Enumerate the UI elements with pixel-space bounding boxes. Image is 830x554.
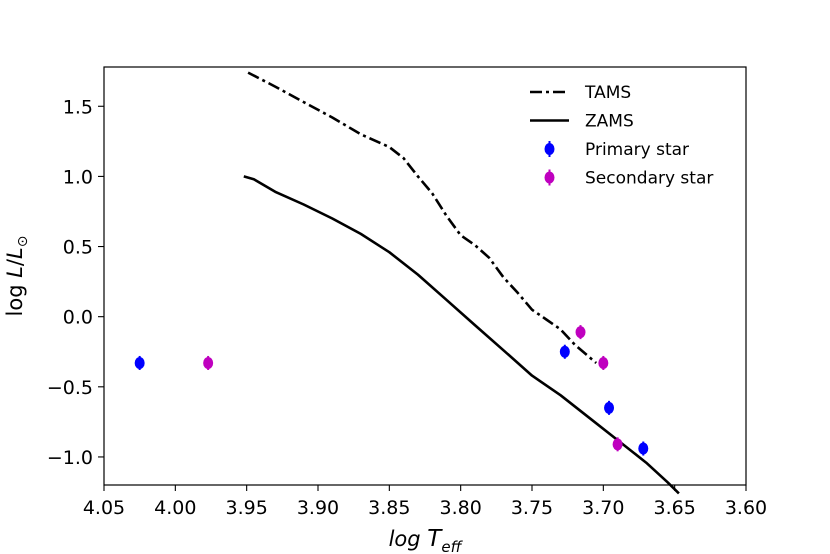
y-tick-label: 1.5 [63,96,93,118]
primary-star-marker [638,442,649,455]
y-tick-label: −0.5 [47,377,93,399]
x-tick-label: 3.85 [368,497,410,519]
secondary-star-point [598,355,609,370]
primary-star-point [604,400,615,415]
tams-line [247,71,598,364]
y-tick-label: 0.5 [63,237,93,259]
x-tick-label: 3.80 [440,497,482,519]
legend-entry-zams: ZAMS [530,112,634,132]
legend-entry-secondary-star: Secondary star [544,169,713,189]
legend-entry-primary-star: Primary star [544,140,689,160]
x-tick-label: 3.70 [582,497,624,519]
secondary-star-marker [203,356,214,369]
legend-swatch-marker [544,143,555,155]
x-axis-title: log Teff [389,526,464,554]
legend: TAMS ZAMS Primary star Secondary star [530,83,713,189]
plot-content [134,71,680,495]
primary-star-marker [559,345,570,358]
y-tick-label: 1.0 [63,166,93,188]
svg-text:log Teff: log Teff [389,526,464,554]
primary-star-marker [134,356,145,369]
x-tick-label: 4.00 [154,497,196,519]
plot-frame [103,66,747,486]
y-tick-label: 0.0 [63,307,93,329]
primary-star-point [559,344,570,359]
legend-swatch-marker [544,171,555,184]
secondary-star-marker [612,438,623,451]
primary-star-point [638,441,649,456]
x-tick-label: 3.60 [725,497,767,519]
legend-label: Secondary star [585,169,713,189]
legend-label: ZAMS [585,112,634,132]
primary-star-marker [604,401,615,414]
x-tick-label: 4.05 [83,497,125,519]
legend-label: TAMS [584,83,631,103]
legend-entry-tams: TAMS [530,83,631,103]
x-axis-ticks: 4.05 4.00 3.95 3.90 3.85 3.80 3.75 3.70 3.65 3.60 [83,485,767,519]
secondary-star-marker [598,356,609,369]
legend-label: Primary star [585,140,689,160]
primary-star-point [134,355,145,370]
y-tick-label: −1.0 [47,447,93,469]
secondary-star-point [612,437,623,452]
x-tick-label: 3.75 [511,497,553,519]
y-axis-title: log L/L⊙ [3,236,31,317]
x-tick-label: 3.95 [226,497,268,519]
y-axis-ticks: 1.5 1.0 0.5 0.0 −0.5 −1.0 [47,96,104,469]
x-tick-label: 3.65 [654,497,696,519]
secondary-star-marker [575,326,586,339]
x-tick-label: 3.90 [297,497,339,519]
secondary-star-point [575,325,586,340]
svg-text:log L/L⊙: log L/L⊙ [3,236,31,317]
secondary-star-point [203,355,214,370]
